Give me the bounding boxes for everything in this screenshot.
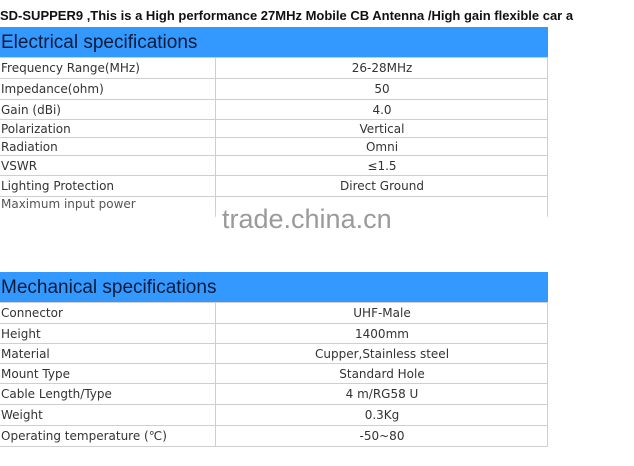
spec-value: ≤1.5 — [215, 155, 548, 176]
spec-value: 50 — [215, 78, 548, 100]
table-row: Height 1400mm — [0, 323, 548, 344]
spec-label: Cable Length/Type — [0, 383, 216, 405]
mechanical-specs-table: Connector UHF-Male Height 1400mm Material C… — [0, 302, 548, 447]
table-row: Gain (dBi) 4.0 — [0, 99, 548, 120]
table-row: Connector UHF-Male — [0, 302, 548, 324]
spec-label: Weight — [0, 404, 216, 426]
spec-value: 1400mm — [215, 323, 548, 344]
spec-label: Frequency Range(MHz) — [0, 57, 216, 79]
spec-label: VSWR — [0, 155, 216, 176]
spec-label: Radiation — [0, 137, 216, 156]
table-row: Impedance(ohm) 50 — [0, 78, 548, 100]
spec-value: Direct Ground — [215, 175, 548, 197]
table-row: Weight 0.3Kg — [0, 404, 548, 426]
table-row: Maximum input power — [0, 196, 548, 217]
spec-label: Impedance(ohm) — [0, 78, 216, 100]
table-row: Mount Type Standard Hole — [0, 363, 548, 384]
spec-label: Polarization — [0, 119, 216, 138]
electrical-specs-table: Frequency Range(MHz) 26-28MHz Impedance(o… — [0, 57, 548, 217]
spec-value: 0.3Kg — [215, 404, 548, 426]
spec-label: Material — [0, 343, 216, 364]
spec-value: Cupper,Stainless steel — [215, 343, 548, 364]
spec-label: Gain (dBi) — [0, 99, 216, 120]
spec-value: Omni — [215, 137, 548, 156]
watermark: trade.china.cn — [222, 204, 392, 234]
product-title: SD-SUPPER9 ,This is a High performance 2… — [0, 8, 574, 23]
spec-value — [215, 196, 548, 217]
fade-overlay — [0, 214, 600, 240]
spec-label: Operating temperature (℃) — [0, 425, 216, 447]
table-row: Lighting Protection Direct Ground — [0, 175, 548, 197]
section-heading: Electrical specifications — [0, 27, 548, 57]
spec-value: Vertical — [215, 119, 548, 138]
table-row: Frequency Range(MHz) 26-28MHz — [0, 57, 548, 79]
electrical-specs-section: Electrical specifications Frequency Rang… — [0, 27, 548, 217]
spec-label: Lighting Protection — [0, 175, 216, 197]
spec-label: Height — [0, 323, 216, 344]
table-row: Radiation Omni — [0, 137, 548, 156]
spec-value: UHF-Male — [215, 302, 548, 324]
spec-value: 26-28MHz — [215, 57, 548, 79]
section-heading: Mechanical specifications — [0, 272, 548, 302]
table-row: Polarization Vertical — [0, 119, 548, 138]
spec-value: -50~80 — [215, 425, 548, 447]
spec-label: Maximum input power — [0, 196, 216, 217]
table-row: Material Cupper,Stainless steel — [0, 343, 548, 364]
spec-value: 4.0 — [215, 99, 548, 120]
mechanical-specs-section: Mechanical specifications Connector UHF-M… — [0, 272, 548, 447]
spec-label: Connector — [0, 302, 216, 324]
table-row: VSWR ≤1.5 — [0, 155, 548, 176]
spec-value: Standard Hole — [215, 363, 548, 384]
spec-value: 4 m/RG58 U — [215, 383, 548, 405]
table-row: Operating temperature (℃) -50~80 — [0, 425, 548, 447]
table-row: Cable Length/Type 4 m/RG58 U — [0, 383, 548, 405]
spec-label: Mount Type — [0, 363, 216, 384]
